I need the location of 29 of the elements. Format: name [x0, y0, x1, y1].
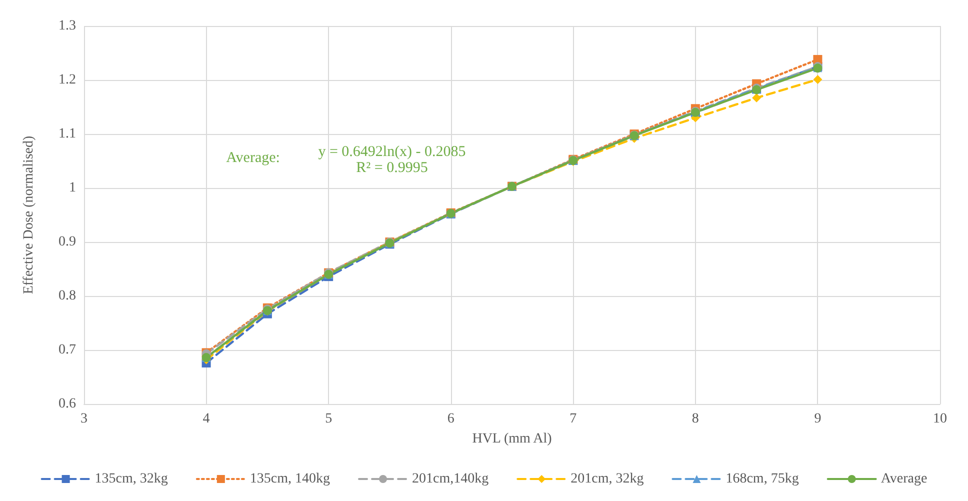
x-tick-label: 3 — [80, 412, 88, 426]
x-axis-title: HVL (mm Al) — [472, 432, 552, 446]
x-tick-label: 10 — [933, 412, 947, 426]
point — [813, 74, 822, 84]
x-tick-label: 5 — [325, 412, 332, 426]
y-tick-label: 0.9 — [58, 234, 76, 250]
point — [752, 93, 762, 102]
legend-label: 135cm, 140kg — [250, 472, 330, 486]
x-tick-label: 7 — [570, 412, 577, 426]
annotation: y = 0.6492ln(x) - 0.2085 — [318, 144, 466, 160]
legend-label: 135cm, 32kg — [94, 472, 168, 486]
y-tick-label: 0.6 — [58, 396, 76, 412]
y-axis-title: Effective Dose (normalised) — [22, 135, 36, 294]
y-tick-label: 1.3 — [58, 18, 76, 34]
y-tick-label: 0.8 — [58, 288, 76, 304]
legend-label: 201cm,140kg — [412, 472, 489, 486]
annotation: R² = 0.9995 — [356, 160, 428, 176]
x-tick-label: 8 — [692, 412, 699, 426]
x-tick-label: 4 — [202, 412, 210, 426]
legend-label: 168cm, 75kg — [726, 472, 799, 486]
y-tick-label: 1.2 — [58, 72, 76, 88]
y-tick-label: 1 — [69, 180, 76, 196]
y-tick-label: 0.7 — [58, 342, 76, 358]
x-tick-label: 6 — [447, 412, 454, 426]
legend-label: Average — [880, 472, 928, 486]
y-tick-label: 1.1 — [58, 126, 76, 142]
x-tick-label: 9 — [814, 412, 822, 426]
annotation: Average: — [226, 150, 280, 166]
legend-label: 201cm, 32kg — [570, 472, 644, 486]
